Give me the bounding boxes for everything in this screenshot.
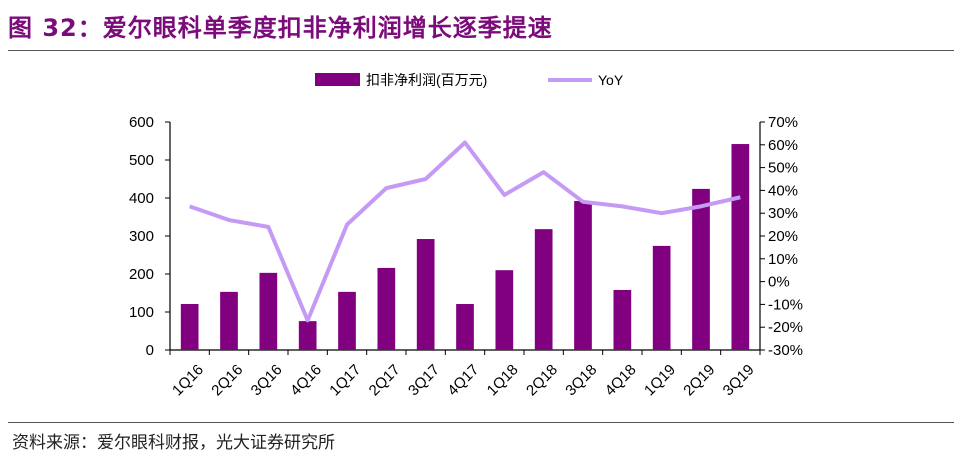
bar-4Q18 <box>613 289 632 350</box>
x-tick-label: 2Q18 <box>523 361 561 399</box>
bar-4Q17 <box>456 304 474 350</box>
bar-3Q17 <box>416 239 435 350</box>
bar-1Q19 <box>652 245 671 350</box>
x-tick-label: 4Q17 <box>444 361 482 399</box>
bar-2Q17 <box>377 267 396 350</box>
x-tick-label: 4Q18 <box>602 361 640 399</box>
left-tick-label: 200 <box>129 266 154 283</box>
bar-1Q18 <box>495 270 514 350</box>
right-tick-label: 0% <box>768 274 790 291</box>
right-tick-label: 60% <box>768 137 798 154</box>
bar-4Q16 <box>298 321 317 350</box>
legend-label-bar: 扣非净利润(百万元) <box>366 72 487 88</box>
left-tick-label: 100 <box>129 304 154 321</box>
x-tick-label: 2Q17 <box>366 361 404 399</box>
right-tick-label: 20% <box>768 228 798 245</box>
legend-swatch-bar <box>315 73 360 86</box>
bar-3Q19 <box>731 144 750 350</box>
right-tick-label: 40% <box>768 182 798 199</box>
x-tick-label: 3Q16 <box>248 361 286 399</box>
bar-1Q16 <box>180 304 199 350</box>
right-tick-label: 30% <box>768 205 798 222</box>
bar-2Q19 <box>692 188 710 350</box>
x-tick-label: 2Q19 <box>680 361 718 399</box>
right-tick-label: 10% <box>768 251 798 268</box>
bar-3Q16 <box>259 272 278 350</box>
title-divider <box>8 50 954 51</box>
bar-1Q17 <box>338 291 356 350</box>
source-divider <box>8 422 954 423</box>
right-tick-label: -20% <box>768 319 803 336</box>
x-tick-label: 3Q17 <box>405 361 443 399</box>
source-note: 资料来源：爱尔眼科财报，光大证券研究所 <box>12 433 335 453</box>
right-tick-label: 70% <box>768 114 798 131</box>
x-tick-label: 1Q16 <box>169 361 207 399</box>
bar-3Q18 <box>574 201 592 350</box>
x-tick-label: 1Q18 <box>484 361 522 399</box>
x-tick-label: 1Q19 <box>641 361 679 399</box>
left-tick-label: 300 <box>129 228 154 245</box>
bar-2Q18 <box>534 229 553 350</box>
left-tick-label: 500 <box>129 152 154 169</box>
left-tick-label: 400 <box>129 190 154 207</box>
left-tick-label: 600 <box>129 114 154 131</box>
x-tick-label: 1Q17 <box>326 361 364 399</box>
left-tick-label: 0 <box>146 342 154 359</box>
x-tick-label: 3Q18 <box>562 361 600 399</box>
legend-label-line: YoY <box>598 72 624 88</box>
chart-title: 图 32：爱尔眼科单季度扣非净利润增长逐季提速 <box>8 14 553 42</box>
bar-2Q16 <box>220 291 238 350</box>
x-tick-label: 4Q16 <box>287 361 325 399</box>
right-tick-label: -10% <box>768 296 803 313</box>
right-tick-label: 50% <box>768 160 798 177</box>
x-tick-label: 3Q19 <box>720 361 758 399</box>
x-tick-label: 2Q16 <box>208 361 246 399</box>
right-tick-label: -30% <box>768 342 803 359</box>
